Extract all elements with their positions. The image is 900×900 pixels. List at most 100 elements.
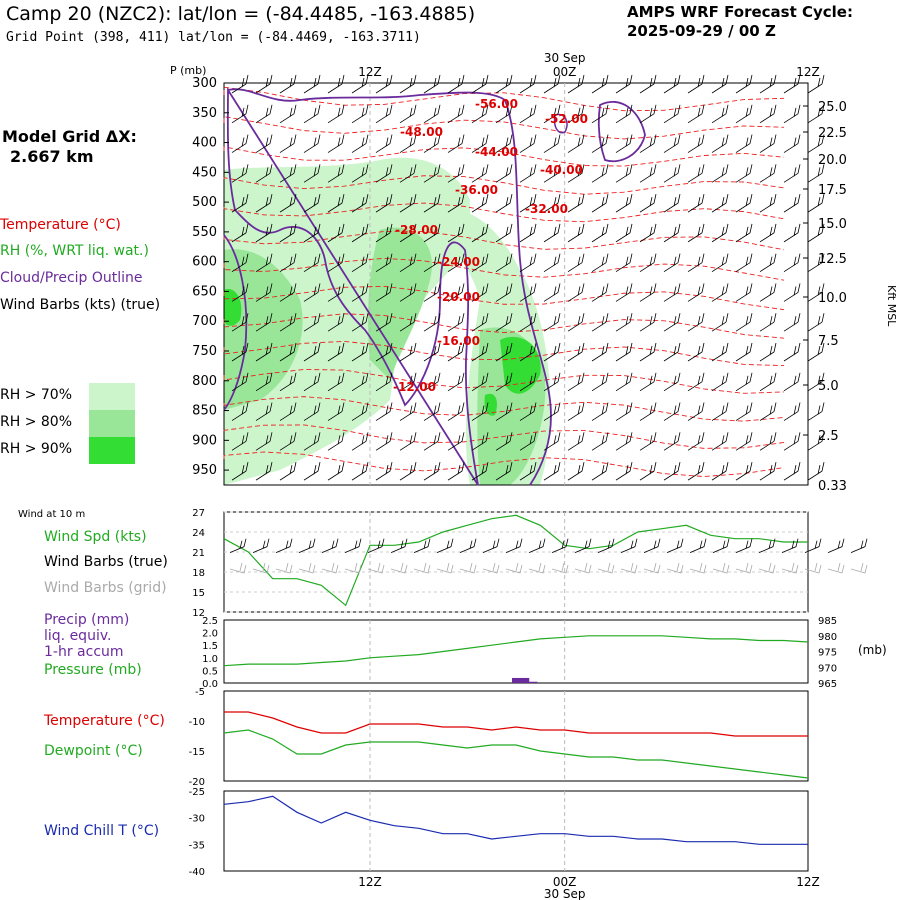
wind-barb [327, 104, 345, 124]
wind-barb [351, 402, 369, 421]
temperature-contour [223, 202, 785, 223]
true-wind-barb [367, 538, 385, 554]
wind10m-frame [223, 511, 809, 613]
wind-barb [303, 194, 321, 213]
wind-barbs-true-label: Wind Barbs (true) [44, 554, 168, 570]
temperature-contour-label: -24.00 [437, 255, 480, 269]
pressure-tick-label: 350 [192, 106, 217, 121]
wind-barb [735, 283, 753, 302]
wind-barb [615, 74, 633, 94]
cross-section-frame [223, 82, 809, 486]
true-wind-barb [597, 538, 615, 554]
wind-barb [471, 342, 489, 362]
wind-barb [495, 462, 513, 481]
true-wind-barb [735, 538, 753, 554]
wind-barb [783, 402, 801, 421]
temperature-contour-label: -36.00 [455, 183, 498, 197]
wind-barb [399, 164, 417, 183]
wind-barb [375, 462, 393, 481]
wind-barb [639, 253, 657, 273]
wind-barb [303, 372, 321, 392]
wind-barb [639, 462, 657, 481]
true-wind-barb [482, 538, 500, 554]
pressure-tick: 985 [818, 616, 837, 627]
wind-barb [783, 164, 801, 183]
wind-barb [471, 104, 489, 124]
pressure-tick: 965 [818, 679, 837, 690]
true-wind-barb [321, 538, 339, 554]
wind-barb [231, 164, 249, 183]
pressure-tick-label: 600 [192, 255, 217, 270]
grid-wind-barb [482, 562, 500, 574]
temperature-contour [223, 340, 785, 367]
wind-barb [687, 313, 705, 332]
grid-wind-barb [252, 562, 270, 574]
wind-barb [711, 432, 729, 451]
wind-barb [735, 134, 753, 153]
wind-barb [663, 462, 681, 481]
wind-barb [519, 432, 537, 451]
wind-barb [447, 372, 465, 392]
wind-barb [639, 194, 657, 213]
time-tick-12z-end: 12Z [796, 65, 820, 79]
wind-barb [591, 253, 609, 273]
wind-barb [687, 432, 705, 451]
wind-barb [567, 223, 585, 243]
wind-barb [687, 104, 705, 124]
wind-barb [519, 104, 537, 124]
wind-barb [231, 74, 249, 94]
precip-frame [223, 619, 809, 684]
wind-barb [735, 462, 753, 481]
wind-barb [543, 432, 561, 451]
wind-barb [759, 313, 777, 332]
wind-barb [303, 74, 321, 94]
wind-barb [495, 134, 513, 153]
temperature-contour [223, 451, 785, 477]
wind-barb [327, 164, 345, 183]
wind-barb [327, 253, 345, 273]
wind-barb [447, 253, 465, 273]
wind-barb [447, 313, 465, 332]
wind-barb [783, 462, 801, 481]
true-wind-barb [252, 538, 270, 554]
wind-barb [735, 432, 753, 451]
pressure-label: Pressure (mb) [44, 662, 142, 678]
wind-barb [303, 164, 321, 183]
wind-barb [711, 372, 729, 392]
wind-chill-tick: -30 [189, 814, 205, 825]
wind-barb [615, 283, 633, 302]
true-wind-barb [827, 538, 845, 554]
wind-barb [471, 462, 489, 481]
wind-barb [399, 104, 417, 124]
true-wind-barb [528, 538, 546, 554]
wind-barb [591, 223, 609, 243]
pressure-tick-label: 500 [192, 195, 217, 210]
wind-barb [807, 134, 825, 153]
wind-barb [615, 253, 633, 273]
grid-point-subtitle: Grid Point (398, 411) lat/lon = (-84.446… [6, 30, 421, 45]
wind-barb [615, 402, 633, 421]
grid-wind-barb [344, 562, 362, 574]
wind-barb [783, 134, 801, 153]
wind-barb [279, 74, 297, 94]
wind-speed-line [223, 514, 808, 607]
wind-barb [255, 194, 273, 213]
wind-barb [399, 342, 417, 362]
wind-barb [447, 134, 465, 153]
wind-barb [471, 402, 489, 421]
wind-barb [519, 313, 537, 332]
wind-barb [711, 313, 729, 332]
true-wind-barb [643, 538, 661, 554]
wind-barb [399, 432, 417, 451]
wind-barb [615, 462, 633, 481]
wind-barb [807, 402, 825, 421]
pressure-tick: 980 [818, 632, 837, 643]
rh90-label: RH > 90% [0, 441, 73, 457]
wind-chill-tick: -25 [189, 787, 205, 798]
wind-barb [399, 283, 417, 302]
wind-barb [759, 194, 777, 213]
wind-barb [591, 74, 609, 94]
wind-barb [255, 313, 273, 332]
wind-barb [591, 164, 609, 183]
wind-barb [759, 164, 777, 183]
